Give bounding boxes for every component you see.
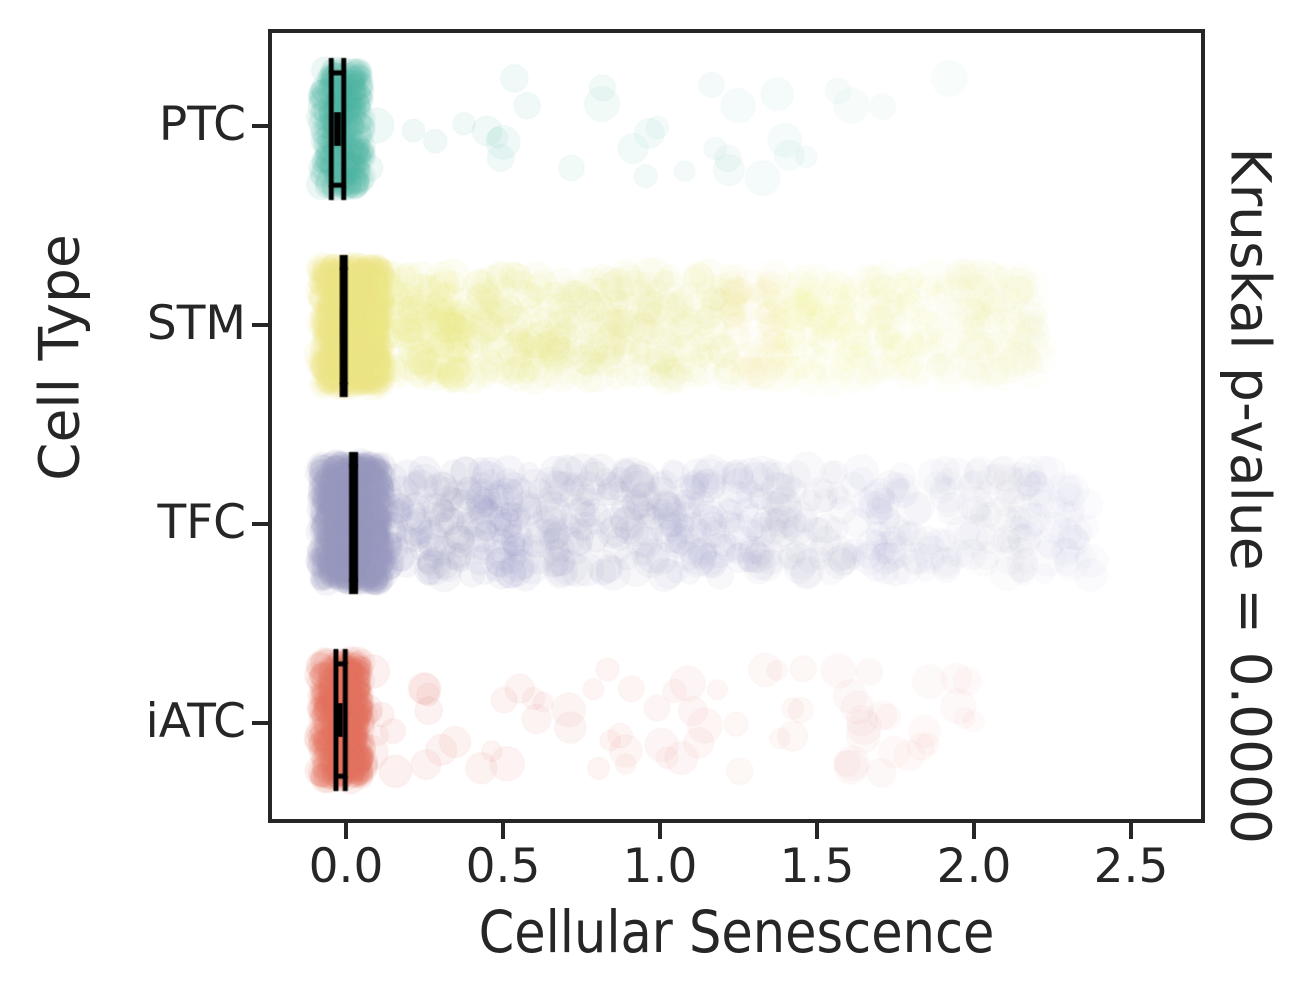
y-tick-label-tfc: TFC [157, 495, 246, 550]
x-tick-label-4: 2.0 [936, 839, 1012, 894]
x-tick-mark-5 [1129, 823, 1133, 839]
x-tick-label-1: 0.5 [465, 839, 541, 894]
x-tick-mark-4 [972, 823, 976, 839]
y-tick-label-stm: STM [146, 296, 246, 351]
y-tick-mark-stm [252, 323, 268, 327]
y-tick-mark-tfc [252, 522, 268, 526]
y-axis-title: Cell Type [27, 234, 92, 481]
x-tick-label-0: 0.0 [308, 839, 384, 894]
y-tick-mark-iatc [252, 721, 268, 725]
y-tick-label-iatc: iATC [145, 694, 246, 749]
plot-area [268, 29, 1205, 823]
x-tick-label-2: 1.0 [622, 839, 698, 894]
y-tick-label-ptc: PTC [158, 97, 246, 152]
strip-plot-canvas [272, 33, 1201, 819]
x-axis-title: Cellular Senescence [478, 898, 995, 966]
x-tick-mark-1 [501, 823, 505, 839]
x-tick-mark-3 [815, 823, 819, 839]
y-tick-mark-ptc [252, 124, 268, 128]
x-tick-label-5: 2.5 [1093, 839, 1169, 894]
x-tick-mark-0 [344, 823, 348, 839]
x-tick-mark-2 [658, 823, 662, 839]
kruskal-pvalue-annotation: Kruskal p-value = 0.0000 [1218, 147, 1283, 845]
x-tick-label-3: 1.5 [779, 839, 855, 894]
